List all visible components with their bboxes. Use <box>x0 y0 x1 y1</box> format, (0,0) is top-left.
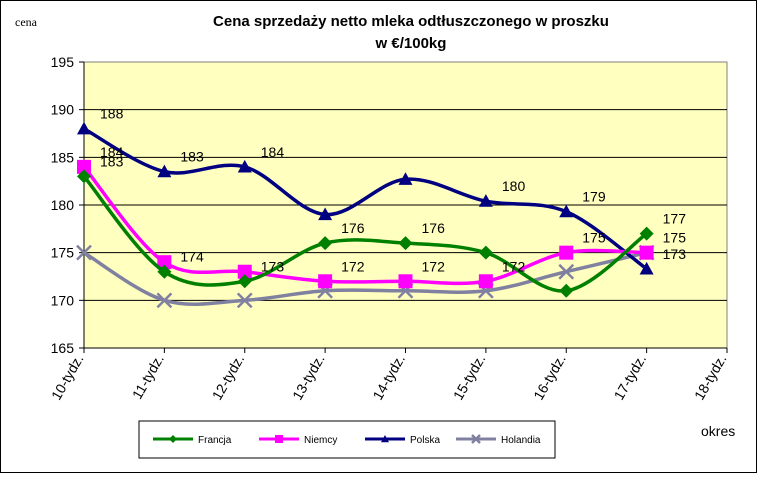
series-line <box>83 250 648 306</box>
triangle-marker <box>639 261 654 275</box>
x-marker <box>558 263 575 280</box>
data-labels: 183 174 173 176 176 177 184 172 172 172 175 175 188 1… <box>100 106 686 275</box>
x-tick-label: 13-tydz. <box>289 352 328 403</box>
data-label: 188 <box>100 106 124 122</box>
y-tick-label: 165 <box>51 340 75 356</box>
x-tick-label: 12-tydz. <box>209 352 248 403</box>
square-marker <box>639 245 654 260</box>
triangle-marker <box>77 121 91 135</box>
y-tick-label: 190 <box>51 102 75 118</box>
data-label: 184 <box>261 144 285 160</box>
legend-item: Polska <box>410 435 440 446</box>
x-marker <box>236 292 253 309</box>
data-label: 172 <box>341 258 365 274</box>
diamond-marker <box>77 169 91 184</box>
square-marker <box>478 274 493 289</box>
chart-title-line2: w €/100kg <box>375 35 447 52</box>
series-niemcy <box>77 159 654 289</box>
data-label: 174 <box>180 249 204 265</box>
triangle-marker <box>398 172 413 185</box>
x-marker <box>76 244 92 261</box>
x-marker <box>156 292 173 309</box>
diamond-marker <box>639 226 654 241</box>
series-francja <box>77 169 654 298</box>
diamond-marker <box>157 264 172 279</box>
x-axis-label: okres <box>701 423 735 439</box>
legend-item: Francja <box>198 435 232 446</box>
diamond-marker <box>237 274 252 289</box>
data-label: 184 <box>100 144 124 160</box>
data-label: 176 <box>422 220 446 236</box>
legend: Francja Niemcy Polska Holandia <box>138 420 556 459</box>
x-tick-label: 11-tydz. <box>129 352 167 402</box>
x-marker <box>471 434 481 444</box>
square-marker <box>77 159 91 174</box>
triangle-marker <box>157 164 172 178</box>
legend-item: Niemcy <box>304 435 337 446</box>
data-label: 179 <box>582 189 606 205</box>
x-tick-label: 16-tydz. <box>530 352 569 403</box>
square-marker <box>237 264 252 279</box>
square-marker <box>275 435 283 443</box>
square-marker <box>318 274 333 289</box>
data-label: 183 <box>100 153 124 169</box>
data-label: 175 <box>582 230 606 246</box>
diamond-marker <box>398 236 413 251</box>
triangle-marker <box>237 159 252 173</box>
data-label: 177 <box>663 211 687 227</box>
x-tick-label: 15-tydz. <box>450 352 489 403</box>
data-label: 172 <box>422 258 446 274</box>
data-label: 180 <box>502 178 526 194</box>
square-marker <box>559 245 574 260</box>
x-tick-label: 18-tydz. <box>691 352 730 403</box>
triangle-marker <box>478 194 493 207</box>
series-polska <box>77 121 654 275</box>
x-tick-label: 14-tydz. <box>369 352 408 403</box>
triangle-marker <box>318 207 333 221</box>
y-tick-label: 175 <box>51 245 75 261</box>
legend-item: Holandia <box>501 435 541 446</box>
series-line <box>83 127 648 271</box>
diamond-marker <box>478 245 493 260</box>
data-label: 173 <box>261 258 285 274</box>
chart-title-line1: Cena sprzedaży netto mleka odtłuszczoneg… <box>213 13 609 30</box>
diamond-marker <box>559 283 574 298</box>
diamond-marker <box>169 435 177 443</box>
x-tick-label: 17-tydz. <box>610 352 649 403</box>
data-label: 176 <box>341 220 365 236</box>
triangle-marker <box>559 204 574 218</box>
data-label: 172 <box>502 258 526 274</box>
data-label: 183 <box>180 149 204 165</box>
square-marker <box>157 255 172 270</box>
x-tick-label: 10-tydz. <box>48 352 87 403</box>
data-label: 175 <box>663 230 687 246</box>
y-tick-label: 185 <box>51 149 75 165</box>
triangle-marker <box>381 435 389 443</box>
diamond-marker <box>318 236 333 251</box>
square-marker <box>398 274 413 289</box>
y-tick-label: 180 <box>51 197 75 213</box>
y-tick-label: 195 <box>51 54 75 70</box>
y-axis-label: cena <box>15 15 38 29</box>
y-tick-label: 170 <box>51 292 75 308</box>
series-group <box>76 121 655 309</box>
data-label: 173 <box>663 246 687 262</box>
